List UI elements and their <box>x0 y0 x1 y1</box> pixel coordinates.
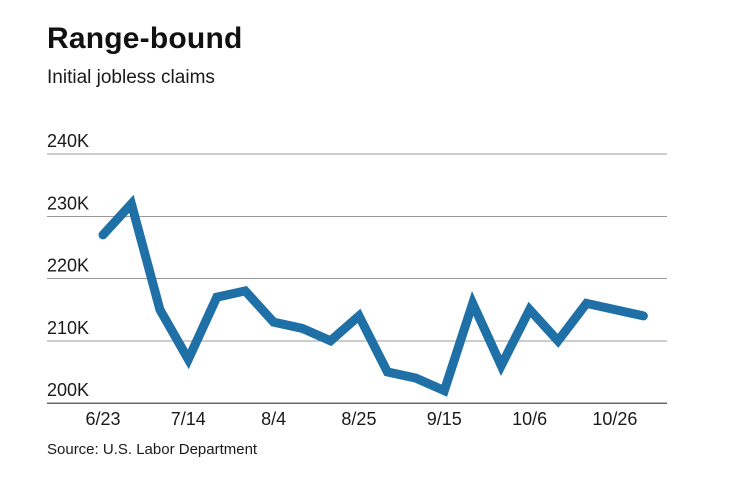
y-axis-tick-label: 220K <box>47 256 89 276</box>
x-axis-tick-label: 7/14 <box>171 409 206 429</box>
y-axis-tick-label: 200K <box>47 380 89 400</box>
y-axis-tick-label: 240K <box>47 131 89 151</box>
y-axis-tick-label: 230K <box>47 193 89 213</box>
x-axis-tick-label: 8/4 <box>261 409 286 429</box>
source-note: Source: U.S. Labor Department <box>47 441 258 458</box>
y-axis-tick-label: 210K <box>47 318 89 338</box>
x-axis-tick-label: 10/26 <box>592 409 637 429</box>
chart-title: Range-bound <box>47 22 243 55</box>
claims-line-series <box>98 194 648 397</box>
x-axis-tick-label: 10/6 <box>512 409 547 429</box>
x-axis-tick-label: 6/23 <box>85 409 120 429</box>
chart-subtitle: Initial jobless claims <box>47 67 215 88</box>
x-axis-tick-label: 9/15 <box>427 409 462 429</box>
x-axis-tick-label: 8/25 <box>341 409 376 429</box>
